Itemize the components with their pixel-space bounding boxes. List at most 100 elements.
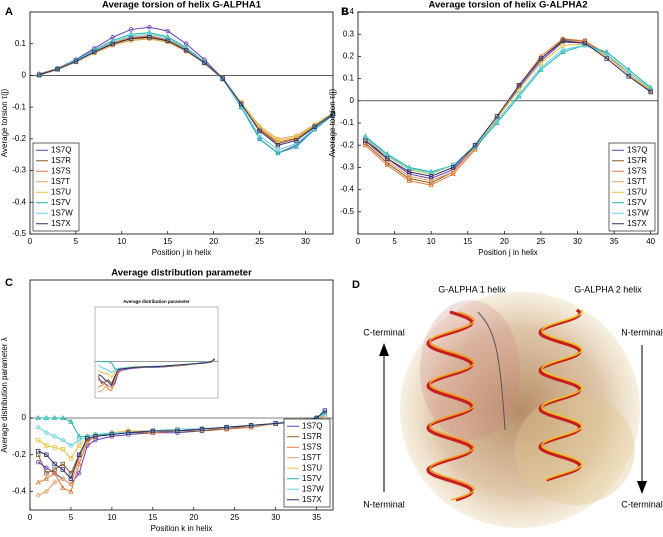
- marker: [256, 135, 263, 141]
- x-tick-label: 25: [536, 237, 545, 246]
- marker: [76, 471, 82, 476]
- x-tick-label: 15: [463, 237, 472, 246]
- x-tick-label: 15: [148, 513, 157, 522]
- marker: [93, 434, 98, 439]
- legend-box: [608, 142, 656, 232]
- legend-label: 1S7X: [627, 219, 647, 228]
- marker: [257, 128, 262, 134]
- marker: [248, 423, 254, 428]
- marker: [52, 461, 57, 467]
- marker: [60, 461, 65, 467]
- marker: [109, 432, 115, 437]
- y-tick-label: -0.3: [12, 166, 26, 175]
- marker: [52, 434, 57, 439]
- x-tick-label: 0: [28, 513, 33, 522]
- legend-label: 1S7S: [627, 166, 647, 175]
- marker: [224, 424, 229, 430]
- y-tick-label: -0.4: [12, 487, 26, 496]
- series-line: [98, 358, 216, 387]
- marker: [52, 480, 57, 485]
- x-tick-label: 15: [163, 237, 172, 246]
- marker: [406, 177, 412, 183]
- series-line: [39, 36, 334, 146]
- legend-label: 1S7Q: [302, 421, 322, 430]
- marker: [43, 475, 50, 481]
- marker: [35, 425, 41, 430]
- marker: [604, 51, 609, 57]
- legend-label: 1S7X: [51, 219, 71, 228]
- helix: [538, 308, 582, 482]
- legend-label: 1S7R: [51, 156, 71, 165]
- y-tick-label: 0.2: [343, 52, 355, 61]
- y-tick-label: 0.1: [15, 39, 27, 48]
- x-tick-label: 20: [209, 237, 218, 246]
- x-tick-label: 10: [427, 237, 436, 246]
- marker: [60, 484, 66, 490]
- marker: [35, 448, 41, 454]
- marker: [407, 174, 412, 179]
- marker: [76, 460, 82, 466]
- marker: [85, 436, 90, 441]
- legend-label: 1S7R: [627, 156, 647, 165]
- marker: [494, 118, 500, 123]
- marker: [150, 428, 156, 434]
- marker: [238, 101, 244, 107]
- legend-label: 1S7X: [302, 495, 322, 504]
- x-tick-label: 40: [646, 237, 655, 246]
- marker: [35, 414, 41, 420]
- marker: [43, 414, 50, 420]
- marker: [626, 69, 631, 75]
- legend-label: 1S7U: [627, 187, 647, 196]
- marker: [35, 459, 41, 465]
- marker: [450, 169, 456, 175]
- arrowhead: [637, 481, 647, 494]
- series-line: [365, 43, 651, 175]
- marker: [128, 36, 134, 41]
- y-tick-label: 0.4: [343, 7, 355, 16]
- series-line: [365, 44, 651, 174]
- y-tick-label: -0.1: [12, 102, 26, 111]
- marker: [626, 74, 631, 79]
- marker: [35, 493, 41, 498]
- marker: [165, 38, 170, 44]
- marker: [472, 142, 478, 148]
- legend-label: 1S7V: [627, 198, 647, 207]
- marker: [44, 470, 49, 476]
- x-tick-label: 30: [301, 237, 310, 246]
- y-tick-label: -0.4: [12, 197, 26, 206]
- marker: [494, 114, 500, 119]
- marker: [68, 476, 74, 481]
- legend-label: 1S7Q: [627, 145, 647, 154]
- marker: [275, 138, 281, 143]
- terminal-label: C-terminal: [621, 499, 663, 509]
- marker: [60, 467, 65, 472]
- legend-label: 1S7S: [302, 442, 322, 451]
- marker: [147, 32, 152, 37]
- legend-label: 1S7Q: [51, 145, 71, 154]
- marker: [202, 60, 207, 65]
- legend-label: 1S7W: [51, 208, 73, 217]
- marker: [55, 66, 60, 72]
- marker: [44, 430, 49, 435]
- marker: [428, 182, 434, 188]
- legend-box: [283, 418, 331, 508]
- marker: [538, 65, 544, 70]
- marker: [36, 72, 42, 77]
- helices: [426, 308, 583, 502]
- marker: [73, 59, 79, 64]
- legend-label: 1S7U: [51, 187, 71, 196]
- marker: [35, 479, 41, 485]
- marker: [363, 138, 368, 143]
- helix: [429, 311, 475, 501]
- marker: [362, 142, 368, 148]
- marker: [273, 421, 278, 426]
- x-tick-label: 35: [312, 513, 321, 522]
- helix-label: G-ALPHA 1 helix: [438, 284, 506, 294]
- marker: [60, 476, 65, 481]
- inset-title: Average distribution parameter: [123, 299, 190, 304]
- x-tick-label: 30: [573, 237, 582, 246]
- legend-label: 1S7W: [302, 484, 324, 493]
- x-tick-label: 35: [610, 237, 619, 246]
